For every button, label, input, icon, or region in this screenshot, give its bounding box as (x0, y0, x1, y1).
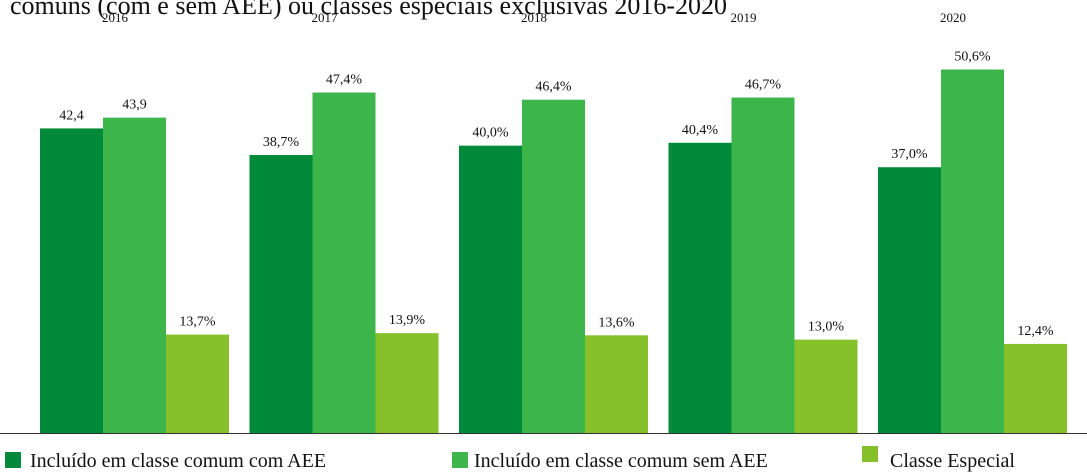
value-label: 46,4% (535, 80, 572, 95)
value-label: 40,4% (682, 123, 719, 138)
value-label: 13,9% (389, 313, 426, 328)
value-label: 43,9 (122, 98, 147, 113)
bar (794, 339, 858, 433)
value-label: 40,0% (472, 126, 509, 141)
year-label: 2020 (940, 10, 966, 25)
bar (1004, 343, 1067, 433)
bar (878, 167, 941, 433)
value-label: 46,7% (745, 78, 782, 93)
bar (103, 117, 166, 433)
year-label: 2018 (521, 10, 547, 25)
year-label: 2017 (312, 10, 339, 25)
bar (312, 92, 376, 433)
bar (459, 145, 522, 433)
bar (375, 333, 439, 433)
value-label: 47,4% (326, 73, 363, 88)
chart-title: comuns (com e sem AEE) ou classes especi… (10, 0, 727, 20)
legend-label: Incluído em classe comum com AEE (30, 450, 326, 472)
value-label: 50,6% (954, 50, 991, 65)
bar (166, 334, 229, 433)
bar (668, 142, 732, 433)
bar (585, 335, 648, 433)
legend-label: Classe Especial (890, 450, 1015, 472)
value-label: 42,4 (59, 108, 84, 123)
value-label: 12,4% (1017, 324, 1054, 339)
year-label: 2019 (731, 10, 757, 25)
value-label: 13,7% (179, 315, 216, 330)
bar (522, 99, 585, 434)
value-label: 13,6% (598, 315, 635, 330)
bar (249, 155, 313, 433)
value-label: 37,0% (891, 147, 928, 162)
legend-swatch (862, 446, 878, 462)
value-label: 38,7% (263, 135, 300, 150)
bar (731, 97, 795, 433)
legend-label: Incluído em classe comum sem AEE (474, 450, 768, 472)
bar (40, 128, 103, 433)
year-label: 2016 (102, 10, 129, 25)
legend-swatch (5, 452, 21, 468)
legend-swatch (452, 452, 468, 468)
bar (941, 69, 1004, 434)
value-label: 13,0% (808, 320, 845, 335)
